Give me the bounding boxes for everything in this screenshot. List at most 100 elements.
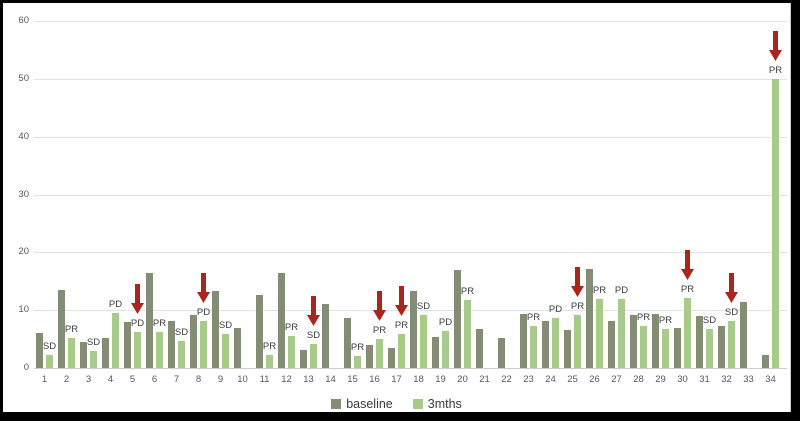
- response-label: PD: [196, 307, 211, 319]
- x-tick-label: 22: [501, 374, 512, 385]
- red-arrow-icon: [395, 285, 408, 316]
- gridline: [34, 194, 787, 196]
- x-tick-label: 21: [479, 374, 490, 385]
- 3mths-bar: [442, 331, 449, 368]
- x-tick-label: 10: [237, 374, 248, 385]
- baseline-bar: [58, 289, 65, 368]
- x-tick-label: 16: [369, 374, 380, 385]
- 3mths-bar: [618, 299, 625, 368]
- response-label: PR: [592, 285, 607, 297]
- response-label: PR: [680, 284, 695, 295]
- x-tick-label: 7: [173, 374, 180, 385]
- red-arrow-icon: [725, 273, 738, 304]
- baseline-bar: [608, 320, 615, 368]
- 3mths-bar: [552, 317, 559, 368]
- response-label: PD: [614, 285, 629, 297]
- x-tick-label: 31: [699, 374, 710, 385]
- 3mths-bar: [112, 313, 119, 368]
- 3mths-bar: [464, 299, 471, 368]
- baseline-bar: [366, 344, 373, 368]
- x-tick-label: 27: [611, 374, 622, 385]
- 3mths-bar: [706, 329, 713, 368]
- response-label: PR: [460, 285, 475, 297]
- x-tick-label: 25: [567, 374, 578, 385]
- y-tick-label: 30: [18, 188, 29, 200]
- 3mths-bar: [574, 315, 581, 368]
- baseline-bar: [740, 302, 747, 368]
- baseline-bar: [234, 328, 241, 368]
- baseline-bar: [146, 273, 153, 368]
- response-label: PR: [526, 312, 541, 324]
- response-label: PD: [548, 303, 563, 315]
- y-tick-label: 40: [18, 130, 29, 142]
- 3mths-bar: [596, 299, 603, 368]
- baseline-bar: [432, 336, 439, 368]
- baseline-bar: [542, 320, 549, 368]
- response-label: SD: [42, 340, 57, 352]
- 3mths-bar: [772, 78, 779, 368]
- 3mths-bar: [46, 354, 53, 368]
- response-label: PR: [350, 341, 365, 353]
- x-tick-label: 4: [107, 374, 114, 385]
- red-arrow-icon: [197, 273, 210, 304]
- 3mths-bar: [640, 326, 647, 368]
- response-label: PR: [372, 324, 387, 336]
- x-tick-label: 29: [655, 374, 666, 385]
- baseline-bar: [564, 329, 571, 368]
- 3mths-bar: [310, 343, 317, 368]
- response-label: PR: [394, 319, 409, 331]
- x-axis-line: [34, 368, 787, 369]
- 3mths-bar: [90, 350, 97, 368]
- x-tick-label: 19: [435, 374, 446, 385]
- x-tick-label: 11: [259, 374, 270, 385]
- x-tick-label: 3: [85, 374, 92, 385]
- x-tick-label: 12: [281, 374, 292, 385]
- baseline-bar: [630, 315, 637, 368]
- x-tick-label: 34: [765, 374, 776, 385]
- baseline-bar: [36, 333, 43, 368]
- baseline-bar: [278, 273, 285, 368]
- baseline-bar: [454, 269, 461, 368]
- baseline-bar: [674, 327, 681, 368]
- baseline-bar: [256, 295, 263, 368]
- response-label: PR: [636, 312, 651, 324]
- y-tick-label: 50: [18, 72, 29, 84]
- baseline-bar: [696, 316, 703, 368]
- x-tick-label: 13: [303, 374, 314, 385]
- red-arrow-icon: [769, 30, 782, 61]
- plot-area: 0 10 20 30 40 50 60 1 2 3 4 5 6 7 8 9 10 11 12 13 14 15 16 17 18…: [3, 3, 790, 412]
- baseline-bar: [212, 291, 219, 368]
- baseline-bar: [168, 321, 175, 368]
- baseline-bar: [80, 342, 87, 368]
- baseline-bar: [498, 337, 505, 368]
- x-tick-label: 28: [633, 374, 644, 385]
- baseline-bar: [410, 291, 417, 368]
- baseline-bar: [300, 350, 307, 368]
- response-label: PD: [130, 318, 145, 330]
- 3mths-bar: [156, 332, 163, 368]
- response-label: SD: [86, 336, 101, 348]
- 3mths-bar: [376, 338, 383, 368]
- x-tick-label: 2: [63, 374, 70, 385]
- baseline-bar: [762, 354, 769, 368]
- 3mths-bar: [200, 321, 207, 368]
- response-label: PR: [64, 323, 79, 335]
- 3mths-bar: [684, 298, 691, 368]
- response-label: PD: [108, 299, 123, 311]
- baseline-bar: [322, 303, 329, 368]
- y-tick-label: 60: [18, 15, 29, 26]
- response-label: PD: [438, 317, 453, 328]
- response-label: PR: [262, 341, 277, 353]
- response-label: PR: [284, 322, 299, 334]
- x-tick-label: 6: [151, 374, 158, 385]
- x-tick-label: 14: [325, 374, 336, 385]
- baseline-bar: [190, 314, 197, 368]
- legend-item-baseline: baseline: [331, 397, 393, 411]
- 3mths-bar: [420, 314, 427, 368]
- red-arrow-icon: [681, 250, 694, 280]
- x-tick-label: 1: [41, 374, 48, 385]
- red-arrow-icon: [373, 290, 386, 321]
- y-tick-label: 0: [23, 362, 29, 373]
- legend-item-3mths: 3mths: [412, 397, 462, 411]
- x-tick-label: 20: [457, 374, 468, 385]
